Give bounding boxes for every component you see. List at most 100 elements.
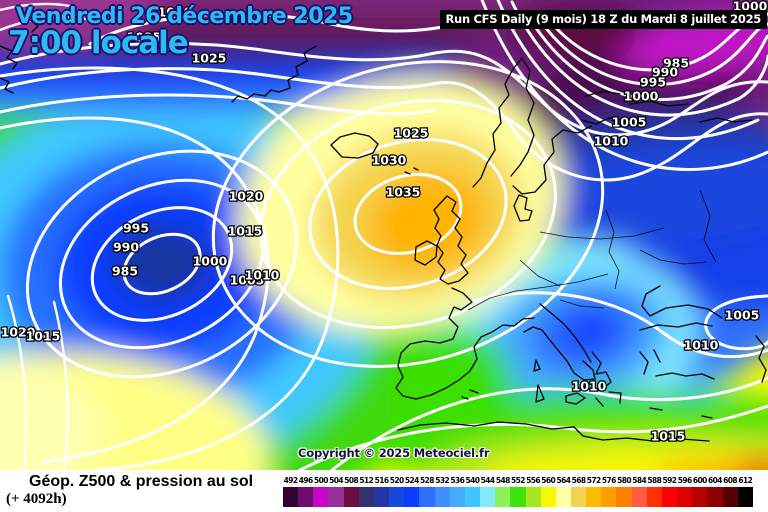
legend-value: 604 — [708, 476, 722, 485]
legend-swatch — [692, 487, 708, 507]
isobar-label: 1030 — [372, 153, 407, 168]
legend-swatch — [631, 487, 647, 507]
legend-swatch — [283, 487, 299, 507]
isobar-label: 1005 — [230, 273, 265, 288]
isobar-labels: 1040103510301025100098599099510001005101… — [0, 0, 768, 445]
legend-swatch — [586, 487, 602, 507]
legend-swatch — [646, 487, 662, 507]
legend-swatch — [722, 487, 738, 507]
isobar-label: 1005 — [725, 308, 760, 323]
legend-value: 556 — [526, 476, 540, 485]
legend-value: 580 — [617, 476, 631, 485]
legend-swatch — [419, 487, 435, 507]
map-parameter-title: Géop. Z500 & pression au sol — [29, 473, 254, 490]
geopotential-shading: 1040103510301025100098599099510001005101… — [0, 0, 768, 470]
isobar-label: 1025 — [192, 51, 227, 66]
isobar-label: 1015 — [651, 429, 686, 444]
legend-swatch — [677, 487, 693, 507]
pressure-map: 1040103510301025100098599099510001005101… — [0, 0, 768, 470]
legend-swatch — [555, 487, 571, 507]
legend-swatch — [601, 487, 617, 507]
isobar-label: 1020 — [1, 325, 36, 340]
legend-value: 584 — [632, 476, 647, 485]
model-run-info: Run CFS Daily (9 mois) 18 Z du Mardi 8 j… — [439, 10, 767, 29]
isobar-label: 1040 — [158, 5, 193, 20]
isobar-label: 1010 — [245, 268, 280, 283]
legend-swatch — [434, 487, 450, 507]
isobar-label: 1015 — [26, 329, 61, 344]
legend-swatch — [525, 487, 541, 507]
legend-swatch — [540, 487, 556, 507]
legend-value: 540 — [465, 476, 480, 485]
copyright-notice: Copyright © 2025 Meteociel.fr — [298, 446, 490, 460]
legend-value: 532 — [435, 476, 450, 485]
forecast-date: Vendredi 26 décembre 2025 — [16, 4, 353, 29]
legend-values-row: 4924965005045085125165205245285325365405… — [283, 476, 753, 485]
isobar-label: 1000 — [624, 89, 659, 104]
legend-swatch — [404, 487, 420, 507]
isobar-label: 1025 — [394, 126, 429, 141]
legend-value: 496 — [298, 476, 313, 485]
legend-swatch — [661, 487, 678, 507]
legend-swatch — [358, 487, 374, 507]
legend-value: 520 — [389, 476, 404, 485]
legend-value: 560 — [541, 476, 556, 485]
legend-value: 516 — [374, 476, 389, 485]
legend-swatch — [389, 487, 405, 507]
isobar-label: 995 — [640, 75, 666, 90]
legend-swatch — [707, 487, 723, 507]
isobar-label: 1035 — [386, 185, 421, 200]
legend-value: 508 — [344, 476, 359, 485]
isobar-label: 985 — [112, 264, 138, 279]
coastlines — [0, 19, 767, 442]
isobar-label: 1010 — [572, 379, 607, 394]
legend-value: 512 — [359, 476, 374, 485]
legend-swatch — [495, 487, 511, 507]
legend-swatch — [737, 487, 753, 507]
isobar-label: 1015 — [228, 224, 263, 239]
legend-swatch — [298, 487, 314, 507]
isobar-label: 1030 — [153, 40, 188, 55]
legend-swatch — [570, 487, 587, 507]
isobar-label: 1000 — [193, 254, 228, 269]
legend-value: 504 — [329, 476, 343, 485]
isobar-contours — [0, 0, 768, 470]
isobar-label: 1020 — [229, 189, 264, 204]
legend-value: 608 — [723, 476, 738, 485]
legend-swatch-row — [283, 487, 753, 507]
legend-swatch — [373, 487, 390, 507]
isobar-label: 1005 — [612, 115, 647, 130]
legend-value: 612 — [738, 476, 753, 485]
legend-value: 528 — [420, 476, 434, 485]
legend-value: 552 — [510, 476, 525, 485]
forecast-time: 7:00 locale — [8, 25, 189, 61]
forecast-lead-time: (+ 4092h) — [6, 491, 67, 507]
isobar-label: 1010 — [594, 134, 629, 149]
legend-value: 548 — [495, 476, 510, 485]
legend-swatch — [480, 487, 496, 507]
footer-bar: Géop. Z500 & pression au sol (+ 4092h) 4… — [0, 470, 768, 512]
isobar-label: 990 — [113, 240, 139, 255]
legend-value: 544 — [480, 476, 495, 485]
legend-value: 524 — [404, 476, 419, 485]
isobar-label: 1035 — [127, 30, 162, 45]
isobar-label: 985 — [663, 56, 689, 71]
legend-swatch — [449, 487, 465, 507]
legend-swatch — [343, 487, 359, 507]
isobar-label: 1010 — [684, 338, 719, 353]
legend-value: 572 — [586, 476, 601, 485]
legend-swatch — [313, 487, 329, 507]
legend-value: 568 — [571, 476, 586, 485]
legend-swatch — [328, 487, 344, 507]
legend-swatch — [616, 487, 632, 507]
legend-value: 592 — [662, 476, 677, 485]
legend-value: 576 — [601, 476, 616, 485]
legend-swatch — [464, 487, 481, 507]
isobar-label: 990 — [652, 65, 678, 80]
legend-value: 492 — [283, 476, 298, 485]
isobar-label: 995 — [123, 221, 149, 236]
legend-swatch — [510, 487, 526, 507]
legend-value: 600 — [692, 476, 707, 485]
legend-value: 596 — [677, 476, 692, 485]
